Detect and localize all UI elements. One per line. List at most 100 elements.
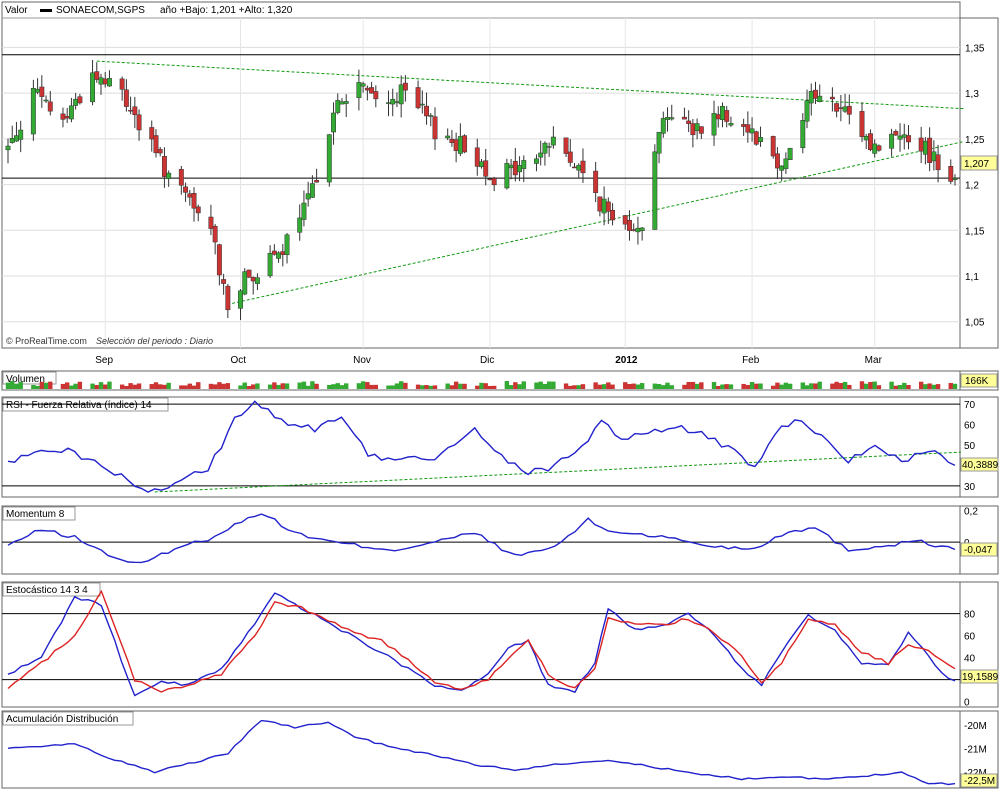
candle-up (30, 88, 36, 135)
candle-down (424, 105, 429, 117)
rsi-ytick-label: 30 (964, 482, 976, 493)
candle-up (711, 113, 717, 136)
candle-down (191, 193, 197, 209)
main-ytick-label: 1,3 (965, 89, 979, 100)
volume-bar (952, 383, 958, 389)
volume-bar (787, 383, 793, 389)
stoch-title: Estocástico 14 3 4 (6, 585, 88, 596)
candle-up (335, 100, 341, 113)
candle-down (829, 96, 835, 100)
volume-bar (889, 381, 894, 389)
volume-bar (923, 384, 928, 389)
volume-bar (149, 384, 154, 389)
main-panel-frame (1, 1, 961, 349)
volume-bar (538, 381, 543, 389)
candle-up (931, 151, 937, 162)
volume-bar (119, 384, 125, 389)
volume-bar (255, 383, 260, 389)
stoch-line (7, 592, 956, 697)
candle-down (686, 120, 692, 124)
volume-bar (711, 381, 717, 389)
candle-down (364, 87, 370, 91)
candle-down (563, 137, 569, 154)
candle-up (394, 101, 400, 104)
candle-down (859, 111, 865, 137)
candle-up (305, 193, 311, 200)
volume-bar (572, 385, 577, 389)
volume-bar (183, 385, 188, 389)
ad-ytick-label: -22M (964, 768, 987, 779)
volume-bar (187, 383, 192, 389)
candle-up (656, 131, 662, 154)
stoch-ytick-label: 40 (964, 654, 976, 665)
rsi-axis-frame (959, 396, 999, 498)
volume-bar (305, 385, 311, 389)
volume-bar (196, 382, 201, 389)
candle-down (893, 131, 899, 136)
volume-bar (842, 381, 848, 389)
volume-bar (902, 382, 907, 389)
candle-down (846, 105, 852, 115)
candle-up (652, 151, 658, 230)
volume-bar (10, 381, 15, 389)
main-ytick-label: 1,2 (965, 181, 979, 192)
rsi-title: RSI - Fuerza Relativa (índice) 14 (6, 400, 152, 411)
ad-last: -22,5M (964, 776, 995, 787)
candle-down (715, 114, 721, 120)
rsi-last: 40,3889 (962, 460, 999, 471)
candle-up (694, 123, 700, 132)
candle-down (415, 87, 421, 109)
candle-up (952, 177, 958, 180)
candle-up (386, 102, 391, 104)
volume-bar (39, 381, 45, 389)
range-text: año +Bajo: 1,201 +Alto: 1,320 (160, 5, 293, 16)
candle-down (631, 229, 637, 231)
volume-bar (749, 381, 755, 389)
volume-bar (817, 381, 822, 389)
candle-down (157, 149, 163, 154)
volume-bar (690, 381, 696, 389)
candle-up (842, 106, 848, 112)
candle-down (178, 169, 184, 186)
volume-bar (242, 382, 247, 389)
volume-bar (77, 381, 83, 389)
candle-down (813, 89, 818, 99)
stoch-last: 19,1589 (962, 672, 999, 683)
volume-bar (276, 384, 281, 389)
volume-bar (576, 385, 581, 389)
volume-bar (31, 384, 36, 389)
candle-up (720, 105, 725, 120)
candle-up (242, 271, 248, 295)
volume-bar (458, 383, 463, 389)
candle-down (698, 126, 704, 134)
volume-bar (369, 384, 374, 389)
volume-last: 166K (965, 376, 989, 387)
candle-down (597, 196, 603, 212)
candle-down (119, 78, 125, 90)
candle-up (339, 101, 345, 105)
candle-up (508, 164, 514, 169)
momentum-axis-frame (959, 505, 999, 575)
volume-bar (360, 381, 366, 389)
candle-up (576, 165, 582, 171)
candle-up (601, 198, 607, 214)
candle-up (398, 84, 404, 105)
momentum-last-bg (960, 542, 998, 557)
candle-down (183, 186, 189, 193)
candle-down (867, 133, 873, 150)
volume-bar (35, 385, 40, 389)
volume-bar (504, 381, 510, 389)
candle-up (390, 98, 396, 105)
candle-up (360, 83, 366, 87)
candle-down (774, 153, 780, 169)
volume-bar (162, 384, 167, 389)
ad-panel: Acumulación Distribución -20M -21M -22M -2… (1, 710, 999, 789)
volume-bar (179, 385, 184, 389)
volume-bar (339, 385, 345, 389)
volume-bar (639, 383, 645, 389)
volume-bar (90, 383, 95, 389)
volume-bar (394, 383, 400, 389)
candle-down (935, 154, 941, 171)
momentum-title: Momentum 8 (6, 509, 65, 520)
